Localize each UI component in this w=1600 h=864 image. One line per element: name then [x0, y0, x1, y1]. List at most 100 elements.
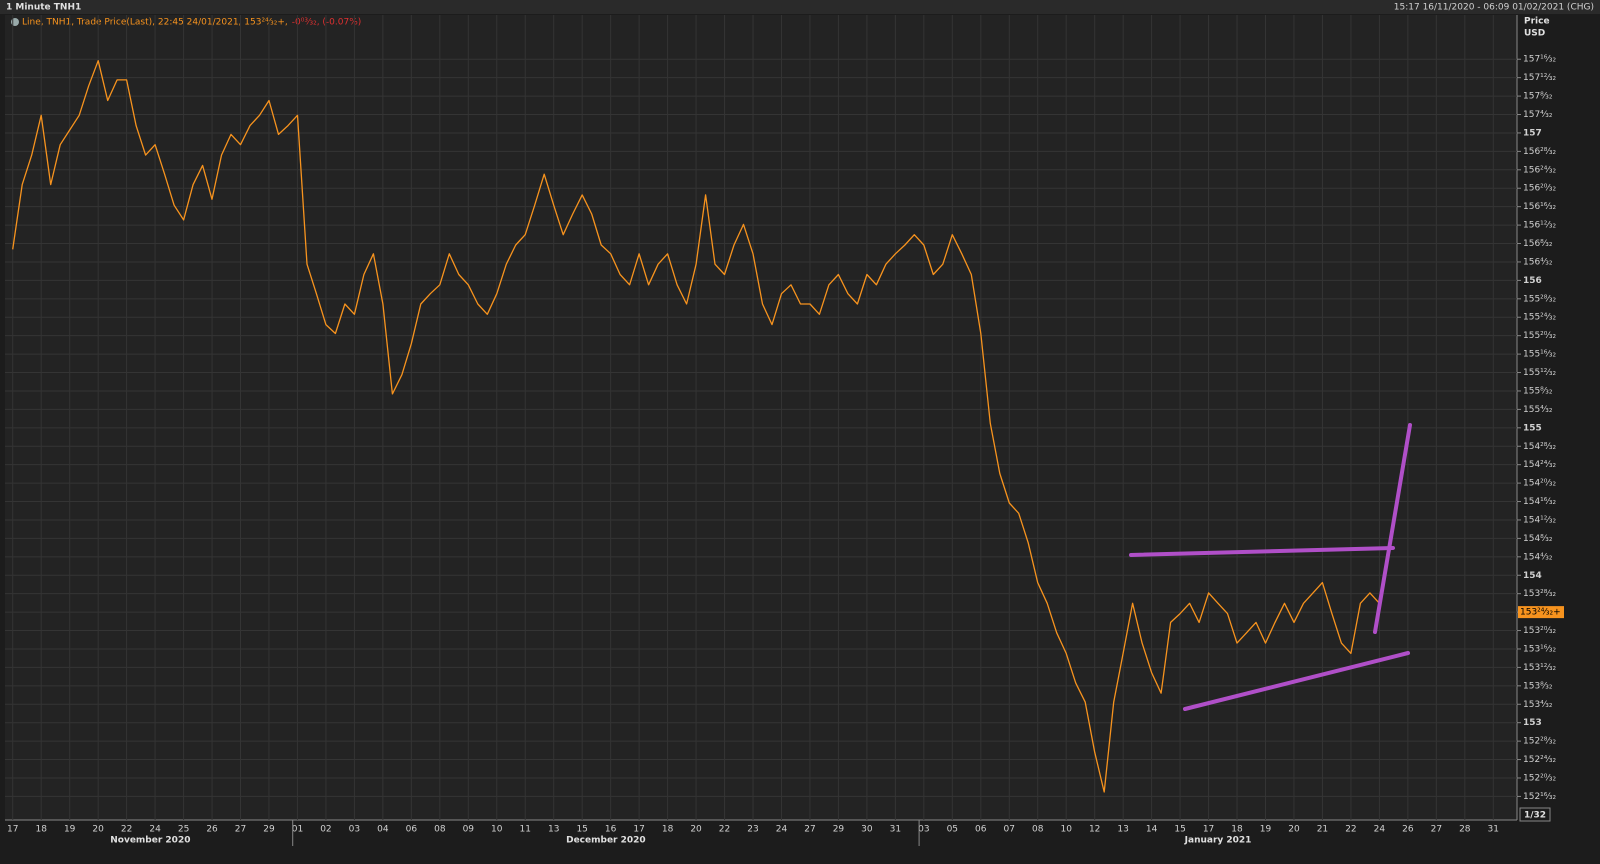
y-tick-label: 155²⁰⁄₃₂ [1523, 331, 1557, 341]
x-tick-label: 20 [690, 825, 702, 835]
x-tick-label: 14 [1146, 825, 1158, 835]
y-tick-label: 154²⁸⁄₃₂ [1523, 442, 1557, 452]
x-tick-label: 27 [804, 825, 815, 835]
y-tick-label: 154⁴⁄₃₂ [1523, 552, 1553, 562]
x-tick-label: 11 [520, 825, 531, 835]
x-tick-label: 24 [149, 825, 161, 835]
y-tick-label: 153¹⁶⁄₃₂ [1523, 644, 1557, 654]
x-tick-label: 24 [1374, 825, 1386, 835]
x-tick-label: 07 [1004, 825, 1015, 835]
y-tick-label: 153 [1523, 718, 1542, 728]
y-tick-label: 156⁴⁄₃₂ [1523, 257, 1553, 267]
x-tick-label: 27 [1431, 825, 1442, 835]
price-line [12, 60, 1380, 793]
y-tick-label: 157¹²⁄₃₂ [1523, 73, 1557, 83]
x-tick-label: 17 [1203, 825, 1214, 835]
x-tick-label: 24 [776, 825, 788, 835]
legend-change: -0⁰³⁄₃₂, (-0.07%) [292, 18, 362, 28]
x-tick-label: 03 [349, 825, 360, 835]
y-tick-label: 154¹⁶⁄₃₂ [1523, 497, 1557, 507]
chart-title: 1 Minute TNH1 [6, 3, 81, 13]
x-tick-label: 27 [235, 825, 246, 835]
month-label: December 2020 [566, 836, 646, 846]
y-tick-label: 157⁸⁄₃₂ [1523, 92, 1553, 102]
y-tick-label: 156 [1523, 276, 1542, 286]
y-tick-label: 157⁴⁄₃₂ [1523, 110, 1553, 120]
x-tick-label: 09 [463, 825, 475, 835]
x-tick-label: 08 [434, 825, 446, 835]
x-tick-label: 21 [1317, 825, 1328, 835]
x-tick-label: 12 [1089, 825, 1100, 835]
last-price-tag [1518, 606, 1564, 619]
x-tick-label: 10 [491, 825, 503, 835]
y-tick-label: 153²⁸⁄₃₂ [1523, 589, 1557, 599]
x-tick-label: 13 [548, 825, 559, 835]
x-tick-label: 16 [605, 825, 617, 835]
x-tick-label: 19 [64, 825, 76, 835]
x-tick-label: 18 [662, 825, 674, 835]
y-tick-label: 152²⁰⁄₃₂ [1523, 773, 1557, 783]
trend-lines [1129, 423, 1412, 711]
legend-icon [11, 18, 19, 26]
x-tick-label: 23 [747, 825, 758, 835]
x-tick-label: 06 [406, 825, 418, 835]
x-tick-label: 26 [206, 825, 218, 835]
y-axis-unit: USD [1524, 29, 1545, 39]
x-tick-label: 17 [633, 825, 644, 835]
y-tick-label: 152¹⁶⁄₃₂ [1523, 792, 1557, 802]
x-tick-label: 20 [92, 825, 104, 835]
tick-size: 1/32 [1524, 811, 1546, 821]
y-tick-label: 154 [1523, 571, 1542, 581]
x-tick-label: 08 [1032, 825, 1044, 835]
trend-line [1183, 651, 1410, 711]
y-axis-title: Price [1524, 17, 1550, 27]
y-tick-label: 157¹⁶⁄₃₂ [1523, 55, 1557, 65]
x-tick-label: 15 [576, 825, 587, 835]
x-tick-label: 22 [1345, 825, 1356, 835]
x-tick-label: 18 [1231, 825, 1243, 835]
y-tick-label: 154⁸⁄₃₂ [1523, 534, 1553, 544]
y-tick-label: 155⁴⁄₃₂ [1523, 405, 1553, 415]
x-tick-label: 25 [178, 825, 189, 835]
x-tick-label: 31 [1488, 825, 1499, 835]
y-tick-label: 155¹⁶⁄₃₂ [1523, 350, 1557, 360]
y-tick-label: 157 [1523, 128, 1542, 138]
y-tick-label: 153⁸⁄₃₂ [1523, 681, 1553, 691]
x-tick-label: 20 [1288, 825, 1300, 835]
y-tick-label: 153⁴⁄₃₂ [1523, 700, 1553, 710]
x-tick-label: 03 [918, 825, 929, 835]
y-tick-label: 156²⁰⁄₃₂ [1523, 184, 1557, 194]
x-tick-label: 13 [1117, 825, 1128, 835]
x-tick-label: 02 [320, 825, 331, 835]
x-tick-label: 05 [947, 825, 958, 835]
x-tick-label: 17 [7, 825, 18, 835]
x-tick-label: 22 [719, 825, 730, 835]
x-tick-label: 31 [890, 825, 901, 835]
x-tick-label: 19 [1260, 825, 1272, 835]
x-tick-label: 04 [377, 825, 389, 835]
title-bar [0, 0, 1600, 14]
tick-size-box [1519, 807, 1551, 822]
last-price-label: 153²⁴⁄₃₂+ [1520, 608, 1561, 618]
x-tick-label: 29 [263, 825, 275, 835]
y-tick-label: 155 [1523, 423, 1542, 433]
y-tick-label: 152²⁸⁄₃₂ [1523, 737, 1557, 747]
y-tick-label: 155²⁸⁄₃₂ [1523, 294, 1557, 304]
x-tick-label: 29 [833, 825, 845, 835]
x-tick-label: 18 [35, 825, 47, 835]
x-tick-label: 15 [1174, 825, 1185, 835]
y-tick-label: 156¹⁶⁄₃₂ [1523, 202, 1557, 212]
y-tick-label: 156¹²⁄₃₂ [1523, 221, 1557, 231]
x-tick-label: 28 [1459, 825, 1471, 835]
y-tick-label: 154¹²⁄₃₂ [1523, 515, 1557, 525]
y-tick-label: 156²⁸⁄₃₂ [1523, 147, 1557, 157]
trend-line [1129, 546, 1395, 557]
y-tick-label: 155⁸⁄₃₂ [1523, 386, 1553, 396]
y-tick-label: 153¹²⁄₃₂ [1523, 663, 1557, 673]
y-tick-label: 155¹²⁄₃₂ [1523, 368, 1557, 378]
time-range: 15:17 16/11/2020 - 06:09 01/02/2021 (CHG… [1394, 3, 1594, 13]
y-tick-label: 155²⁴⁄₃₂ [1523, 313, 1557, 323]
y-tick-label: 152²⁴⁄₃₂ [1523, 755, 1557, 765]
y-tick-label: 156²⁴⁄₃₂ [1523, 165, 1557, 175]
